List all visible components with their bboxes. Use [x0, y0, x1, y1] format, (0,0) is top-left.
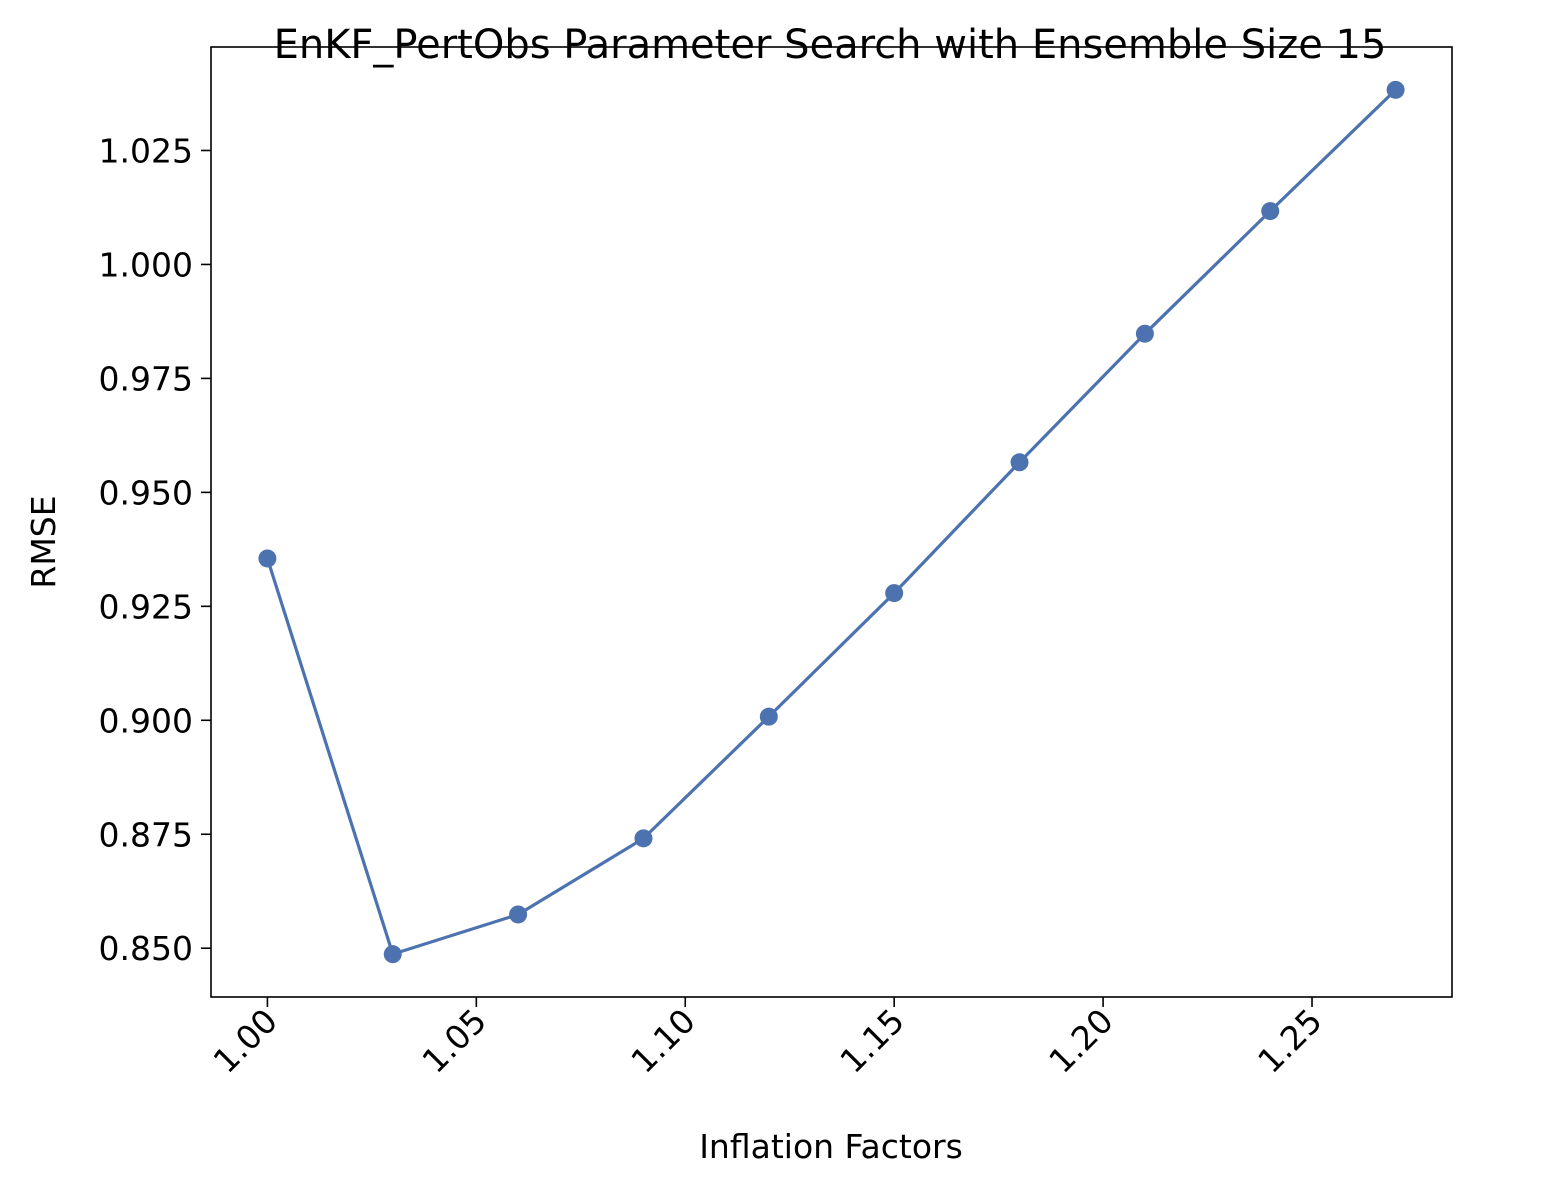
data-point: [634, 829, 653, 848]
x-tick-label: 1.15: [832, 1001, 912, 1081]
plot-area-frame: [210, 46, 1453, 998]
y-tick-label: 0.850: [99, 929, 193, 968]
y-tick-label: 0.900: [99, 701, 193, 740]
x-tick-label: 1.10: [623, 1001, 703, 1081]
y-tick-label: 0.975: [99, 359, 193, 398]
data-point: [509, 905, 528, 924]
y-axis-label: RMSE: [24, 495, 63, 588]
data-point: [383, 945, 402, 964]
x-axis-label: Inflation Factors: [699, 1127, 963, 1166]
data-point: [258, 549, 277, 568]
x-tick-label: 1.05: [414, 1001, 494, 1081]
x-tick-label: 1.20: [1041, 1001, 1121, 1081]
y-tick-label: 0.950: [99, 473, 193, 512]
series-line: [265, 88, 1397, 956]
x-axis-ticks: 1.00 1.05 1.10 1.15 1.20 1.25: [206, 997, 1330, 1081]
y-tick-label: 0.875: [99, 815, 193, 854]
data-point: [885, 584, 904, 603]
x-tick-label: 1.00: [206, 1001, 286, 1081]
plot-series: [258, 80, 1405, 964]
y-tick-label: 0.925: [99, 587, 193, 626]
data-point: [1386, 80, 1405, 99]
x-tick-label: 1.25: [1250, 1001, 1330, 1081]
data-point: [1261, 202, 1280, 221]
chart-title: EnKF_PertObs Parameter Search with Ensem…: [274, 22, 1387, 68]
data-point: [1010, 453, 1029, 472]
data-point: [759, 707, 778, 726]
y-axis-ticks: 0.850 0.875 0.900 0.925 0.950 0.975 1.000 1.025: [99, 131, 211, 968]
data-point: [1135, 324, 1154, 343]
y-tick-label: 1.000: [99, 245, 193, 284]
y-tick-label: 1.025: [99, 131, 193, 170]
